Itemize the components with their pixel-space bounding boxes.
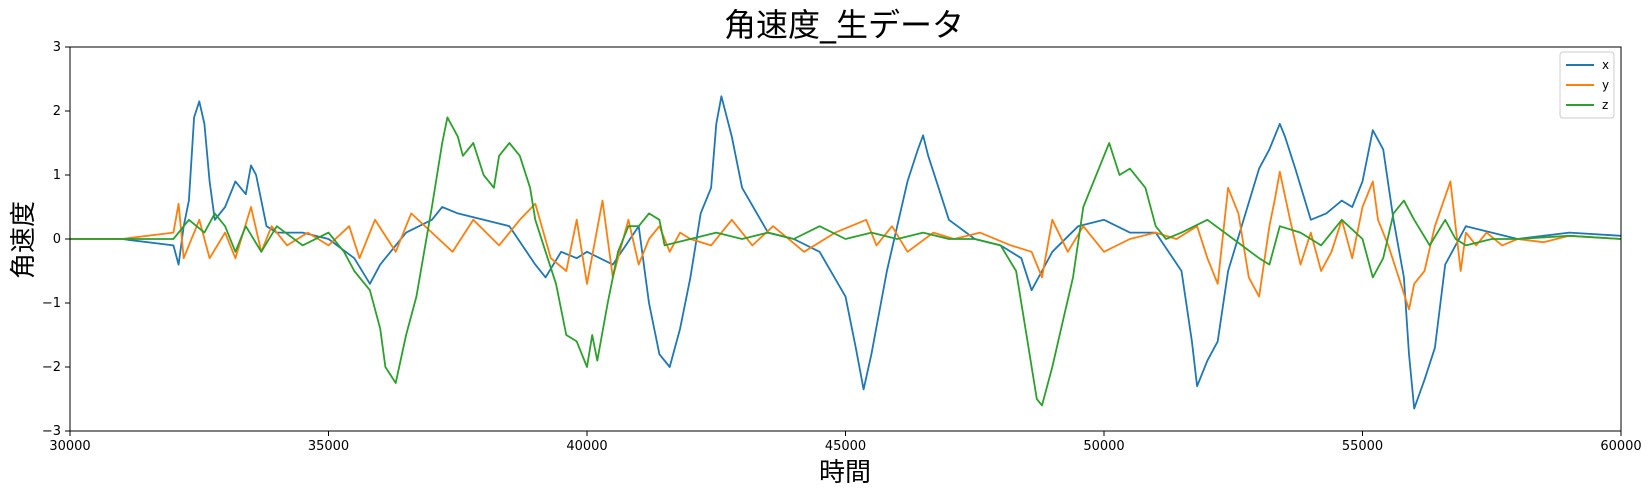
x-axis-label: 時間 bbox=[819, 458, 871, 488]
x-tick-label: 40000 bbox=[566, 439, 607, 454]
legend: xyz bbox=[1559, 51, 1615, 119]
y-tick-label: 3 bbox=[53, 40, 61, 55]
x-tick-label: 50000 bbox=[1083, 439, 1124, 454]
x-tick-label: 35000 bbox=[308, 439, 349, 454]
legend-label-x: x bbox=[1602, 58, 1609, 72]
x-axis-ticks: 30000 35000 40000 45000 50000 55000 60000 bbox=[49, 431, 1642, 454]
x-tick-label: 30000 bbox=[49, 439, 90, 454]
series-line-z bbox=[70, 116, 1622, 407]
y-axis-label: 角速度 bbox=[9, 201, 39, 279]
y-tick-label: 0 bbox=[53, 232, 61, 247]
series-line-x bbox=[70, 95, 1622, 410]
x-tick-label: 55000 bbox=[1342, 439, 1383, 454]
y-tick-label: −2 bbox=[42, 360, 61, 375]
y-axis-ticks: −3 −2 −1 0 1 2 3 bbox=[42, 40, 70, 439]
legend-label-y: y bbox=[1602, 78, 1609, 92]
y-tick-label: −1 bbox=[42, 296, 61, 311]
x-tick-label: 60000 bbox=[1600, 439, 1641, 454]
legend-label-z: z bbox=[1602, 98, 1608, 112]
series-line-y bbox=[70, 170, 1622, 311]
chart-title: 角速度_生データ bbox=[724, 6, 964, 44]
plot-area bbox=[69, 46, 1622, 432]
y-tick-label: 2 bbox=[53, 104, 61, 119]
series-layer bbox=[70, 95, 1622, 410]
x-tick-label: 45000 bbox=[825, 439, 866, 454]
y-tick-label: 1 bbox=[53, 168, 61, 183]
y-tick-label: −3 bbox=[42, 424, 61, 439]
